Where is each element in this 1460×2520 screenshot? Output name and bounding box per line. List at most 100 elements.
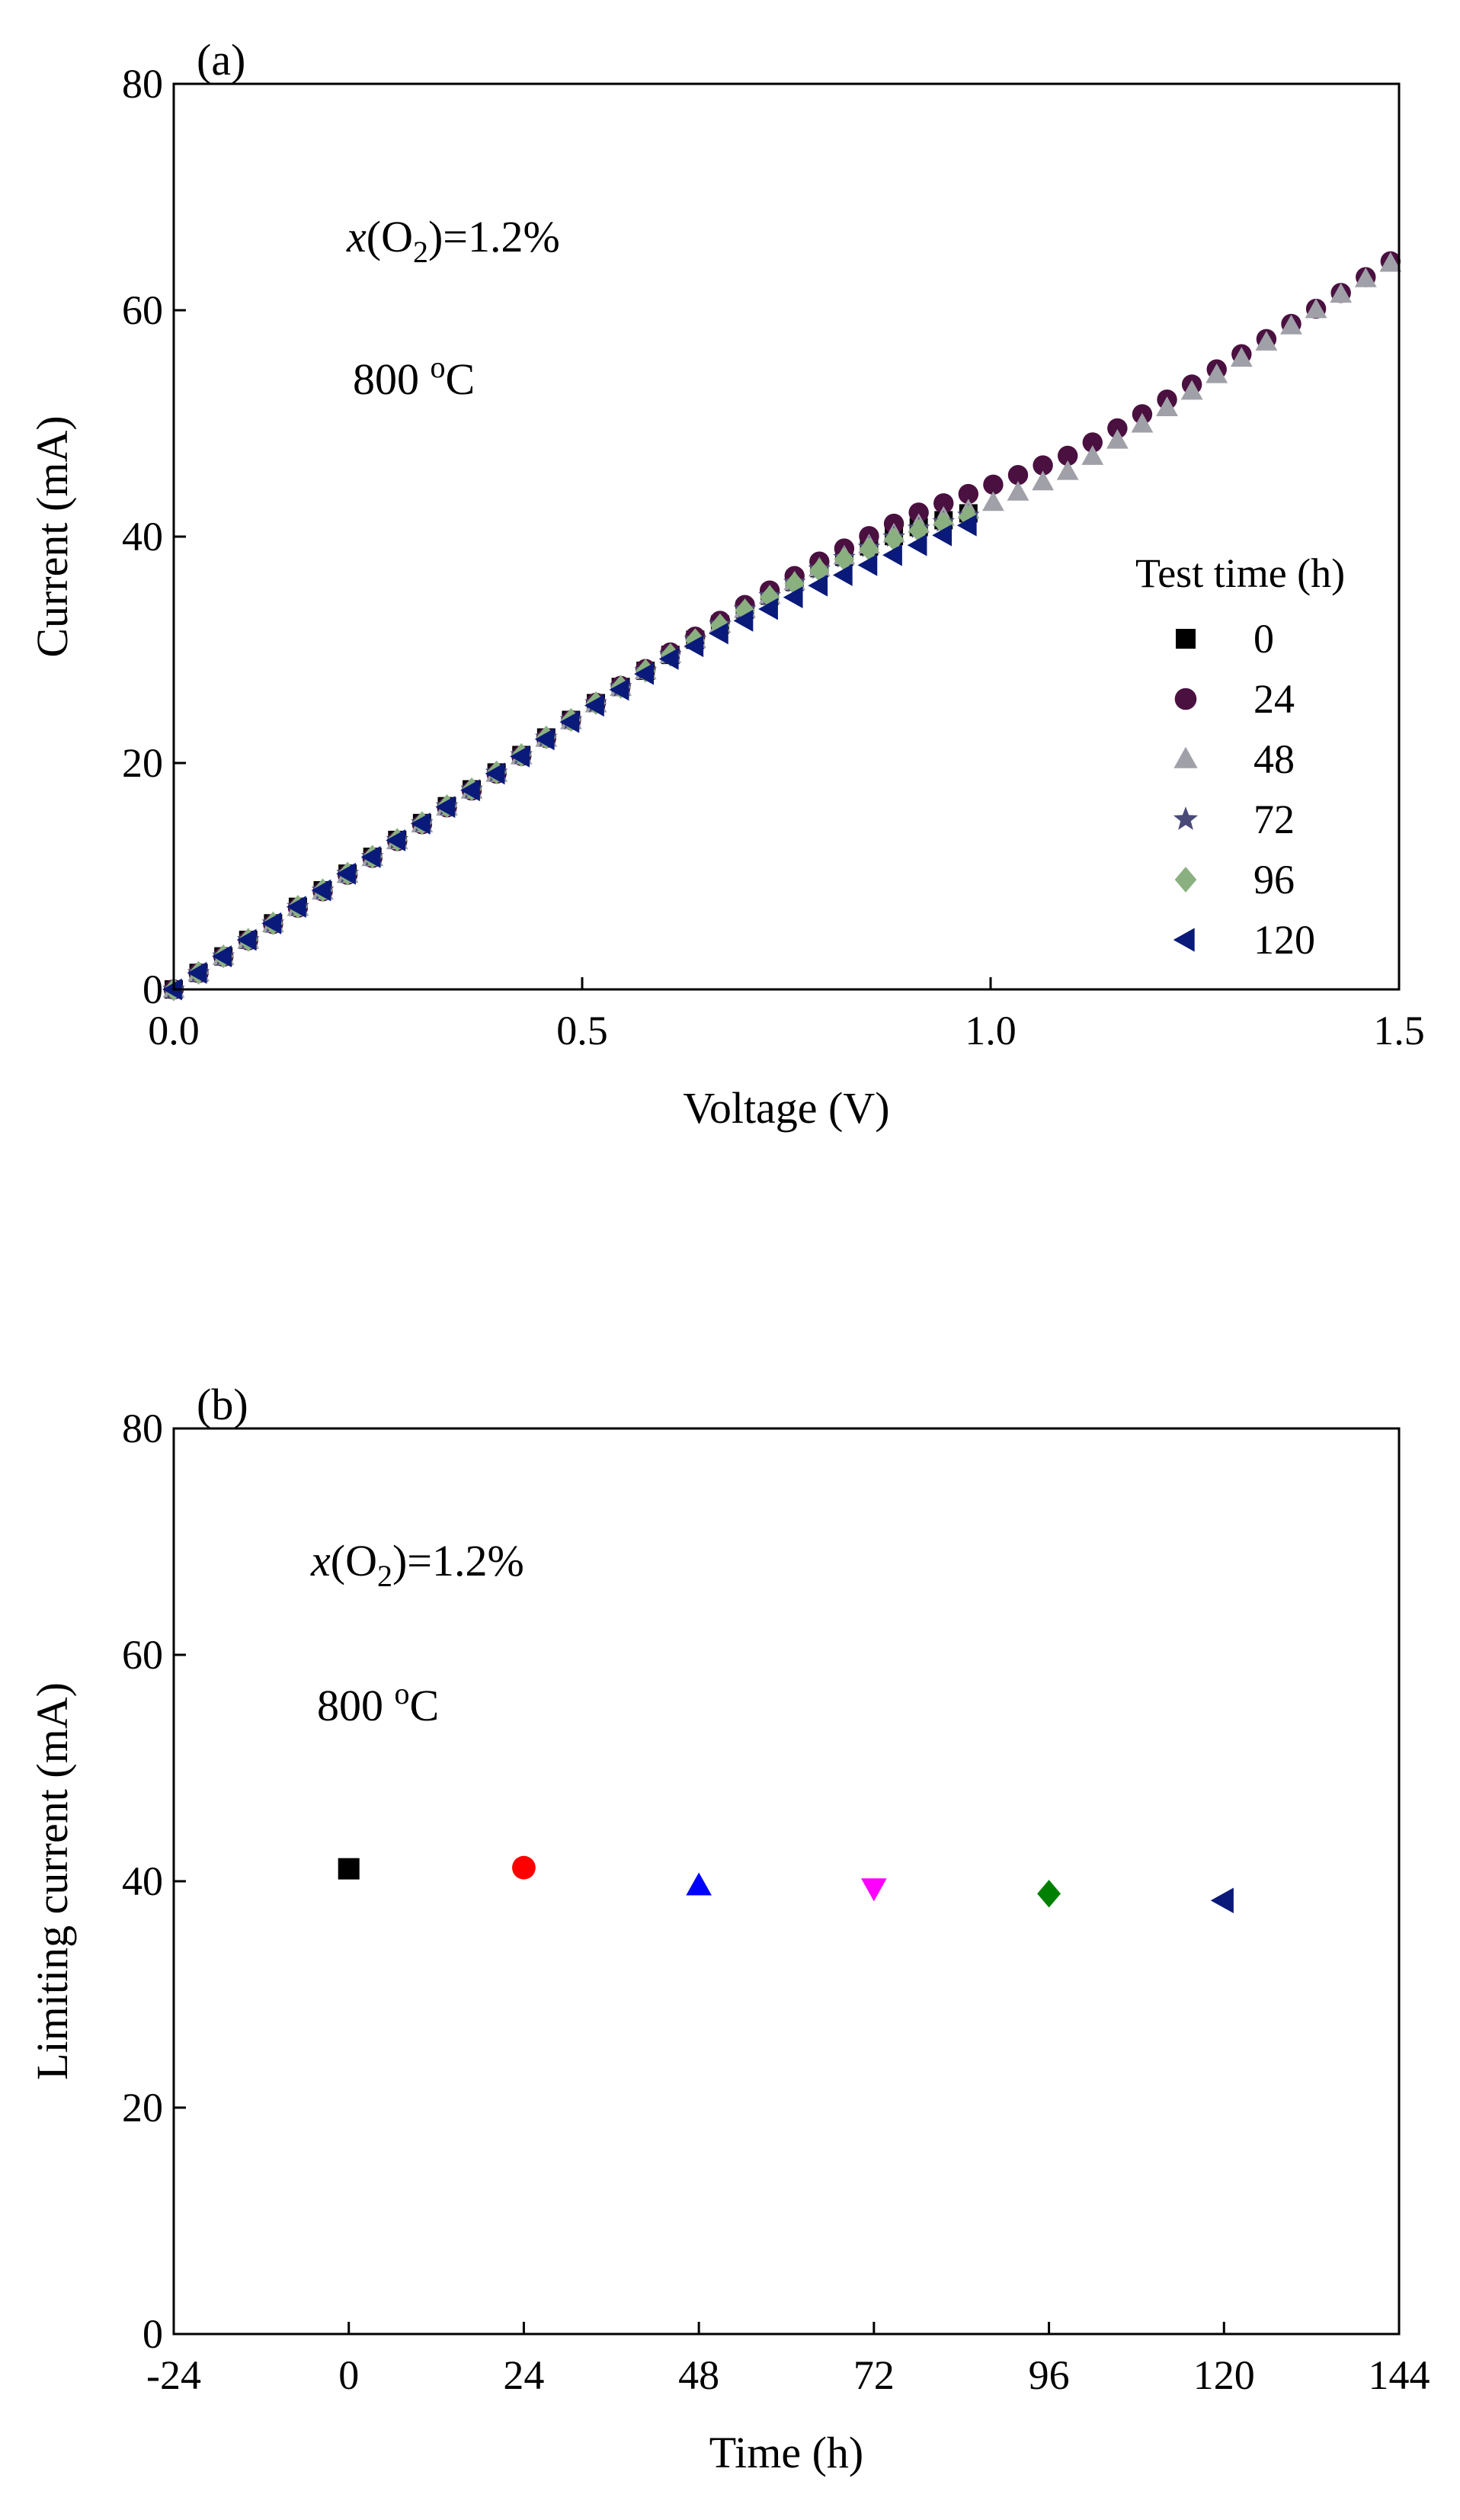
data-point — [510, 745, 530, 768]
data-point — [360, 845, 381, 868]
panel-label: (a) — [197, 35, 245, 85]
oxygen-close: )=1.2% — [392, 1536, 524, 1585]
data-point — [1210, 1887, 1234, 1914]
oxygen-symbol: x — [346, 212, 367, 261]
data-point — [956, 514, 977, 537]
data-point — [1107, 418, 1128, 439]
y-tick-label: 0 — [142, 2311, 163, 2357]
data-point — [485, 762, 505, 785]
x-tick-label: 96 — [1029, 2352, 1070, 2398]
temperature-annotation: 800 oC — [353, 350, 475, 404]
y-tick-label: 60 — [122, 287, 163, 333]
data-point — [908, 502, 929, 523]
legend-marker — [1173, 746, 1198, 768]
data-point — [336, 862, 356, 885]
legend-label: 120 — [1253, 917, 1315, 963]
data-point — [410, 813, 431, 835]
data-point — [1379, 252, 1402, 272]
data-point — [684, 635, 704, 658]
data-point — [1057, 445, 1078, 466]
oxygen-open: (O — [367, 212, 413, 261]
data-point — [784, 572, 805, 596]
oxygen-subscript: 2 — [377, 1559, 392, 1593]
data-point — [1037, 1880, 1061, 1908]
y-tick-label: 60 — [122, 1632, 163, 1678]
data-point — [609, 678, 629, 701]
data-point — [1255, 331, 1278, 351]
legend-title: Test time (h) — [1135, 550, 1345, 596]
data-point — [958, 483, 979, 505]
data-point — [286, 896, 306, 919]
data-point — [1205, 363, 1228, 383]
data-point — [733, 609, 754, 632]
x-tick-label: 48 — [678, 2352, 719, 2398]
data-point — [162, 978, 182, 1001]
data-point — [883, 527, 904, 552]
data-point — [1082, 432, 1103, 453]
temperature-unit: C — [446, 354, 475, 404]
data-point — [933, 493, 954, 514]
temperature-degree: o — [395, 1676, 410, 1710]
data-point — [435, 796, 456, 819]
data-point — [1007, 465, 1029, 486]
x-tick-label: 0.0 — [148, 1008, 200, 1053]
y-tick-label: 80 — [122, 61, 163, 107]
data-point — [908, 518, 929, 543]
oxygen-open: (O — [331, 1536, 377, 1585]
data-point — [1033, 455, 1053, 476]
data-point — [1007, 480, 1029, 501]
oxygen-symbol: x — [310, 1536, 331, 1585]
y-axis-title: Limiting current (mA) — [27, 1682, 77, 2080]
legend-label: 72 — [1253, 797, 1295, 842]
y-tick-label: 80 — [122, 1406, 163, 1451]
data-point — [832, 564, 853, 586]
data-point — [634, 662, 654, 685]
y-tick-label: 20 — [122, 740, 163, 786]
data-point — [708, 622, 728, 645]
legend-marker — [1173, 928, 1195, 952]
legend-label: 24 — [1253, 676, 1295, 722]
x-tick-label: 72 — [853, 2352, 895, 2398]
data-point — [983, 474, 1004, 495]
oxygen-annotation: x(O2)=1.2% — [346, 212, 560, 269]
oxygen-subscript: 2 — [413, 235, 428, 269]
y-axis-title: Current (mA) — [27, 415, 77, 657]
x-tick-label: 24 — [503, 2352, 544, 2398]
y-tick-label: 40 — [122, 1858, 163, 1904]
x-tick-label: 1.5 — [1373, 1008, 1425, 1053]
data-point — [808, 574, 828, 597]
x-tick-label: 0.5 — [556, 1008, 608, 1053]
data-point — [1230, 347, 1253, 367]
data-point — [460, 779, 480, 802]
data-point — [1056, 460, 1079, 480]
legend: Test time (h) 0 24 48 72 96 120 — [1135, 550, 1345, 963]
x-tick-label: 120 — [1193, 2352, 1255, 2398]
data-point — [686, 1872, 712, 1896]
data-point — [907, 534, 927, 556]
temperature-annotation: 800 oC — [317, 1676, 439, 1730]
data-point — [187, 961, 207, 984]
data-point — [1032, 470, 1055, 491]
series-120 — [162, 514, 977, 1001]
data-point — [809, 558, 830, 582]
data-point — [236, 928, 257, 951]
legend-marker — [1176, 629, 1196, 649]
plot-marks — [338, 1855, 1234, 1914]
data-point — [859, 537, 879, 562]
data-point — [882, 543, 902, 566]
data-point — [584, 694, 604, 717]
y-tick-label: 40 — [122, 514, 163, 559]
data-point — [534, 728, 555, 751]
y-tick-label: 20 — [122, 2085, 163, 2130]
data-point — [783, 586, 803, 608]
temperature-degree: o — [431, 350, 446, 384]
data-point — [758, 598, 778, 620]
data-point — [861, 1878, 887, 1902]
data-point — [311, 879, 331, 902]
data-point — [1305, 298, 1327, 319]
data-point — [735, 598, 755, 623]
y-tick-label: 0 — [142, 967, 163, 1012]
